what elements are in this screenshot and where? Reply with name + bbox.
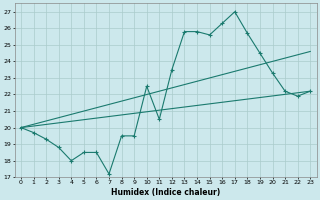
X-axis label: Humidex (Indice chaleur): Humidex (Indice chaleur) (111, 188, 220, 197)
